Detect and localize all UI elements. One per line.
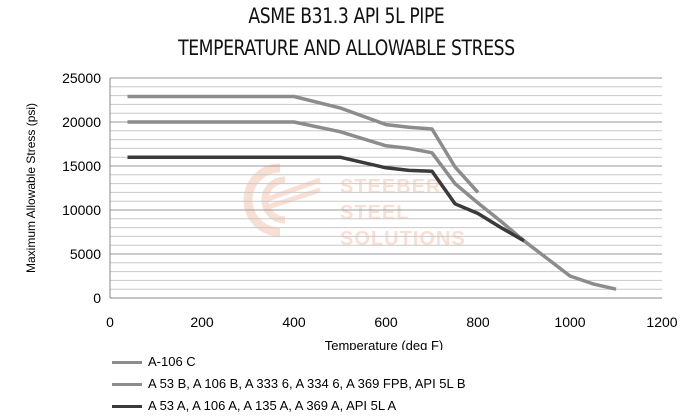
series-line-3 [127, 155, 525, 243]
legend-label: A 53 A, A 106 A, A 135 A, A 369 A, API 5… [148, 398, 397, 413]
y-tick-label: 10000 [62, 202, 101, 218]
series-line-1 [127, 94, 480, 194]
chart-title-line-2: TEMPERATURE AND ALLOWABLE STRESS [178, 36, 515, 60]
y-tick-label: 20000 [62, 114, 101, 130]
x-tick-label: 1200 [646, 314, 677, 330]
series-line-2 [127, 120, 617, 291]
legend-swatch [112, 405, 142, 408]
legend-label: A-106 C [148, 354, 196, 369]
x-tick-label: 600 [374, 314, 398, 330]
x-tick-label: 400 [282, 314, 306, 330]
y-tick-label: 25000 [62, 70, 101, 86]
chart-title-line-1: ASME B31.3 API 5L PIPE [248, 4, 445, 28]
x-axis-label: Temperature (deg F) [325, 338, 444, 350]
y-tick-label: 5000 [70, 246, 101, 262]
x-tick-label: 200 [190, 314, 214, 330]
legend-swatch [112, 383, 142, 386]
y-axis-label: Maximum Allowable Stress (psi) [24, 103, 38, 273]
series-lines [127, 94, 617, 291]
grid-lines [110, 77, 662, 299]
tick-labels: 0 5000 10000 15000 20000 25000 0 200 400 600 800 10… [62, 70, 678, 330]
x-tick-label: 800 [466, 314, 490, 330]
axes [109, 78, 662, 299]
y-tick-label: 0 [93, 290, 101, 306]
x-tick-label: 1000 [554, 314, 585, 330]
stress-line-chart: 0 5000 10000 15000 20000 25000 0 200 400 600 800 10… [24, 70, 678, 350]
y-tick-label: 15000 [62, 158, 101, 174]
x-tick-label: 0 [106, 314, 114, 330]
watermark-line-3: SOLUTIONS [340, 228, 466, 250]
legend-label: A 53 B, A 106 B, A 333 6, A 334 6, A 369… [148, 376, 466, 391]
legend-swatch [112, 361, 142, 364]
